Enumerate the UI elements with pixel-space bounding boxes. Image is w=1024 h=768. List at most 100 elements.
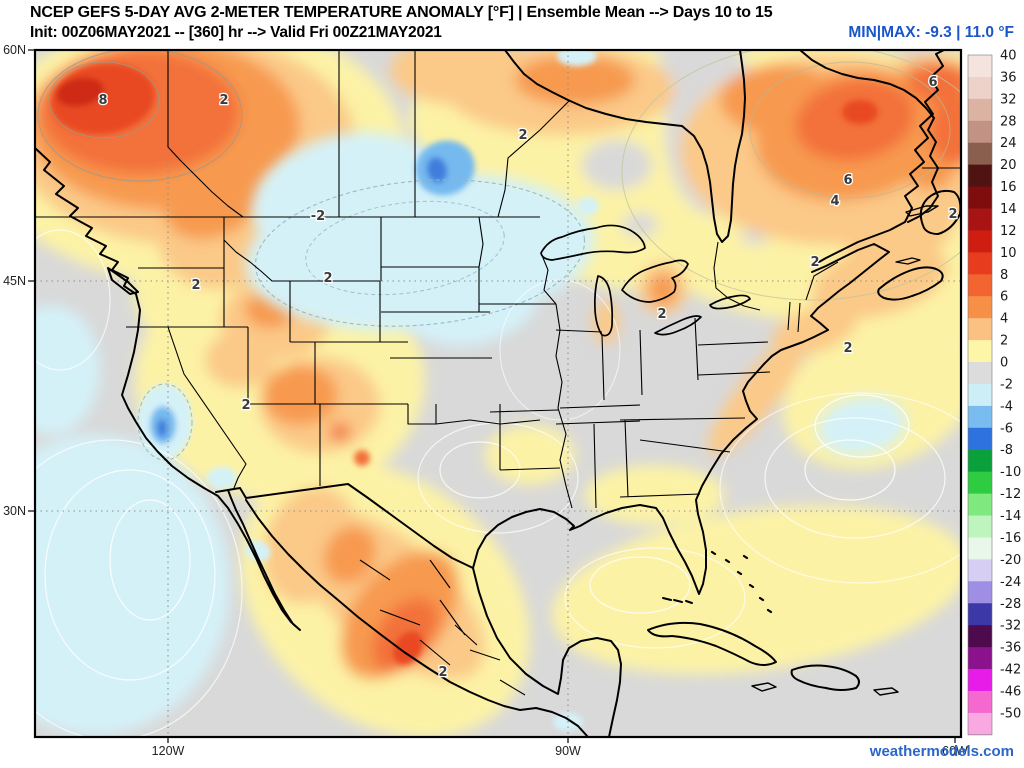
colorbar-tick-label: 36 — [1000, 70, 1017, 85]
colorbar-segment — [968, 449, 992, 473]
contour-label: 2 — [657, 307, 666, 322]
axis-labels: 60N 45N 30N 120W 90W 60W — [3, 43, 968, 758]
colorbar-segment — [968, 537, 992, 560]
lon-label: 90W — [555, 744, 581, 758]
colorbar-tick-label: -12 — [1000, 487, 1021, 502]
colorbar-segment — [968, 690, 992, 714]
colorbar-tick-label: 8 — [1000, 268, 1008, 283]
colorbar-tick-label: -4 — [1000, 399, 1013, 414]
colorbar-segment — [968, 296, 992, 319]
contour-label: -2 — [311, 209, 325, 224]
colorbar-tick-label: 14 — [1000, 202, 1017, 217]
colorbar-tick-label: -14 — [1000, 509, 1021, 524]
contour-label: 6 — [843, 173, 852, 188]
colorbar-segment — [968, 712, 992, 736]
colorbar-segment — [968, 427, 992, 451]
contour-label: 2 — [241, 398, 250, 413]
colorbar-tick-label: -32 — [1000, 619, 1021, 634]
colorbar-segment — [968, 208, 992, 231]
minmax-readout: MIN|MAX: -9.3 | 11.0 °F — [848, 24, 1014, 41]
contour-label: 2 — [323, 271, 332, 286]
colorbar-segment — [968, 493, 992, 516]
colorbar-tick-label: 16 — [1000, 180, 1017, 195]
colorbar-segment — [968, 318, 992, 341]
colorbar-tick-label: -2 — [1000, 377, 1013, 392]
lat-label: 30N — [3, 504, 26, 518]
colorbar-tick-label: 20 — [1000, 158, 1017, 173]
colorbar-tick-label: -16 — [1000, 531, 1021, 546]
colorbar-segment — [968, 230, 992, 253]
colorbar-segment — [968, 98, 992, 122]
colorbar-segment — [968, 625, 992, 648]
contour-label: 2 — [843, 341, 852, 356]
contour-label: 2 — [219, 93, 228, 108]
contour-lines — [35, 50, 961, 737]
colorbar-segment — [968, 252, 992, 275]
lon-label: 120W — [152, 744, 185, 758]
colorbar-tick-label: -42 — [1000, 663, 1021, 678]
contour-label: 6 — [928, 75, 937, 90]
contour-label: 2 — [948, 207, 957, 222]
colorbar-tick-label: -50 — [1000, 706, 1021, 721]
colorbar-segment — [968, 274, 992, 297]
map-title: NCEP GEFS 5-DAY AVG 2-METER TEMPERATURE … — [30, 4, 773, 21]
colorbar-tick-label: 28 — [1000, 114, 1017, 129]
colorbar-segment — [968, 383, 992, 407]
contour-label: 2 — [438, 665, 447, 680]
colorbar-tick-label: 6 — [1000, 290, 1008, 305]
colorbar-segment — [968, 340, 992, 363]
colorbar-segment — [968, 647, 992, 670]
colorbar-tick-label: -46 — [1000, 684, 1021, 699]
colorbar-segment — [968, 362, 992, 385]
colorbar-tick-label: 2 — [1000, 334, 1008, 349]
lat-label: 45N — [3, 274, 26, 288]
state-borders — [35, 50, 961, 696]
colorbar-segment — [968, 581, 992, 604]
great-lakes — [540, 224, 751, 337]
colorbar-tick-label: -8 — [1000, 443, 1013, 458]
colorbar-segment — [968, 186, 992, 209]
colorbar-segment — [968, 471, 992, 494]
colorbar-segment — [968, 164, 992, 187]
colorbar: 4036322824201614121086420-2-4-6-8-10-12-… — [967, 49, 1021, 736]
colorbar-tick-label: 24 — [1000, 136, 1017, 151]
lon-label: 60W — [942, 744, 968, 758]
colorbar-tick-label: -36 — [1000, 641, 1021, 656]
colorbar-tick-label: -20 — [1000, 553, 1021, 568]
colorbar-tick-label: 4 — [1000, 312, 1008, 327]
lat-label: 60N — [3, 43, 26, 57]
map-subtitle: Init: 00Z06MAY2021 -- [360] hr --> Valid… — [30, 24, 442, 41]
coastlines — [35, 50, 961, 737]
colorbar-segment — [968, 55, 992, 78]
colorbar-segment — [968, 669, 992, 692]
colorbar-segment — [968, 559, 992, 582]
colorbar-tick-label: 12 — [1000, 224, 1017, 239]
colorbar-tick-label: 0 — [1000, 356, 1008, 371]
colorbar-tick-label: 40 — [1000, 49, 1017, 64]
colorbar-tick-label: 10 — [1000, 246, 1017, 261]
colorbar-segment — [968, 120, 992, 144]
colorbar-tick-label: -6 — [1000, 421, 1013, 436]
temperature-anomaly-field — [35, 50, 961, 737]
colorbar-segment — [968, 515, 992, 538]
graticule — [35, 50, 961, 737]
contour-label: 2 — [191, 278, 200, 293]
colorbar-segment — [968, 76, 992, 100]
colorbar-tick-label: 32 — [1000, 92, 1017, 107]
contour-label: 4 — [830, 194, 839, 209]
colorbar-segment — [968, 405, 992, 429]
colorbar-segment — [968, 603, 992, 626]
map-frame — [33, 48, 963, 739]
contour-label: 2 — [810, 255, 819, 270]
colorbar-segment — [968, 142, 992, 166]
contour-label: 8 — [98, 93, 107, 108]
watermark-text: weathermodels.com — [869, 743, 1014, 760]
colorbar-tick-label: -10 — [1000, 465, 1021, 480]
colorbar-tick-label: -24 — [1000, 575, 1021, 590]
colorbar-tick-label: -28 — [1000, 597, 1021, 612]
colorbar-outline — [967, 54, 993, 736]
contour-label: 2 — [518, 128, 527, 143]
